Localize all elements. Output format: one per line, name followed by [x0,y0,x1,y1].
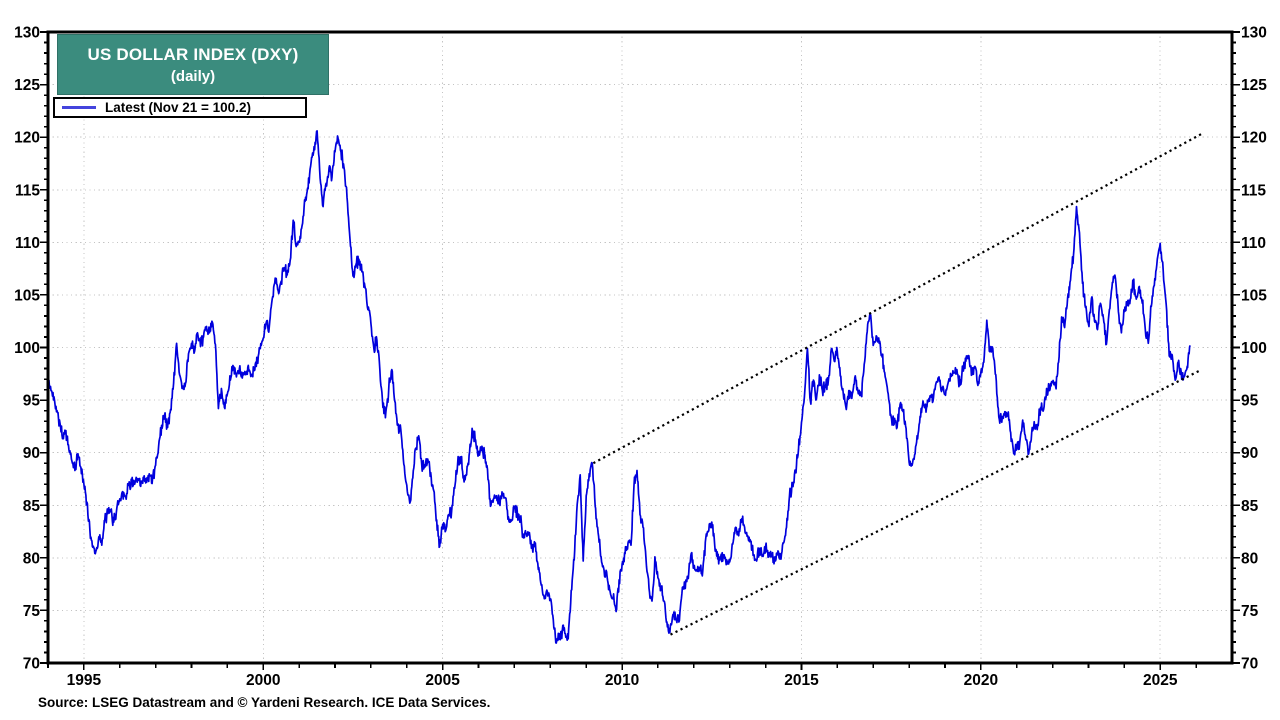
svg-text:120: 120 [1241,130,1267,147]
chart-title: US DOLLAR INDEX (DXY) [87,44,299,64]
source-credit: Source: LSEG Datastream and © Yardeni Re… [38,695,491,710]
svg-text:125: 125 [14,77,40,94]
svg-text:2020: 2020 [964,672,998,689]
svg-text:80: 80 [1241,550,1258,567]
svg-text:110: 110 [1241,235,1266,252]
svg-text:100: 100 [1241,340,1267,357]
svg-text:125: 125 [1241,77,1267,94]
svg-text:2025: 2025 [1143,672,1178,689]
svg-text:115: 115 [15,182,40,199]
svg-text:2005: 2005 [425,672,460,689]
svg-text:105: 105 [14,287,40,304]
svg-text:85: 85 [23,498,41,515]
svg-text:2015: 2015 [784,672,819,689]
chart-title-box: US DOLLAR INDEX (DXY) (daily) [57,34,329,95]
svg-text:130: 130 [14,25,40,42]
svg-text:85: 85 [1241,498,1259,515]
svg-text:90: 90 [23,445,40,462]
svg-text:105: 105 [1241,287,1267,304]
svg-text:115: 115 [1241,182,1266,199]
svg-text:100: 100 [14,340,40,357]
svg-text:120: 120 [14,130,40,147]
svg-text:2010: 2010 [605,672,639,689]
svg-text:75: 75 [23,603,41,620]
svg-text:95: 95 [23,393,41,410]
svg-text:95: 95 [1241,393,1259,410]
svg-text:70: 70 [1241,656,1258,673]
svg-text:75: 75 [1241,603,1259,620]
svg-text:80: 80 [23,550,40,567]
svg-text:130: 130 [1241,25,1267,42]
chart-subtitle: (daily) [170,67,216,85]
legend-line-swatch [62,106,96,109]
svg-text:2000: 2000 [246,672,280,689]
svg-text:1995: 1995 [67,672,102,689]
chart-legend: Latest (Nov 21 = 100.2) [53,97,307,118]
svg-text:90: 90 [1241,445,1258,462]
svg-text:70: 70 [23,656,40,673]
svg-text:110: 110 [15,235,40,252]
legend-label: Latest (Nov 21 = 100.2) [105,100,251,115]
